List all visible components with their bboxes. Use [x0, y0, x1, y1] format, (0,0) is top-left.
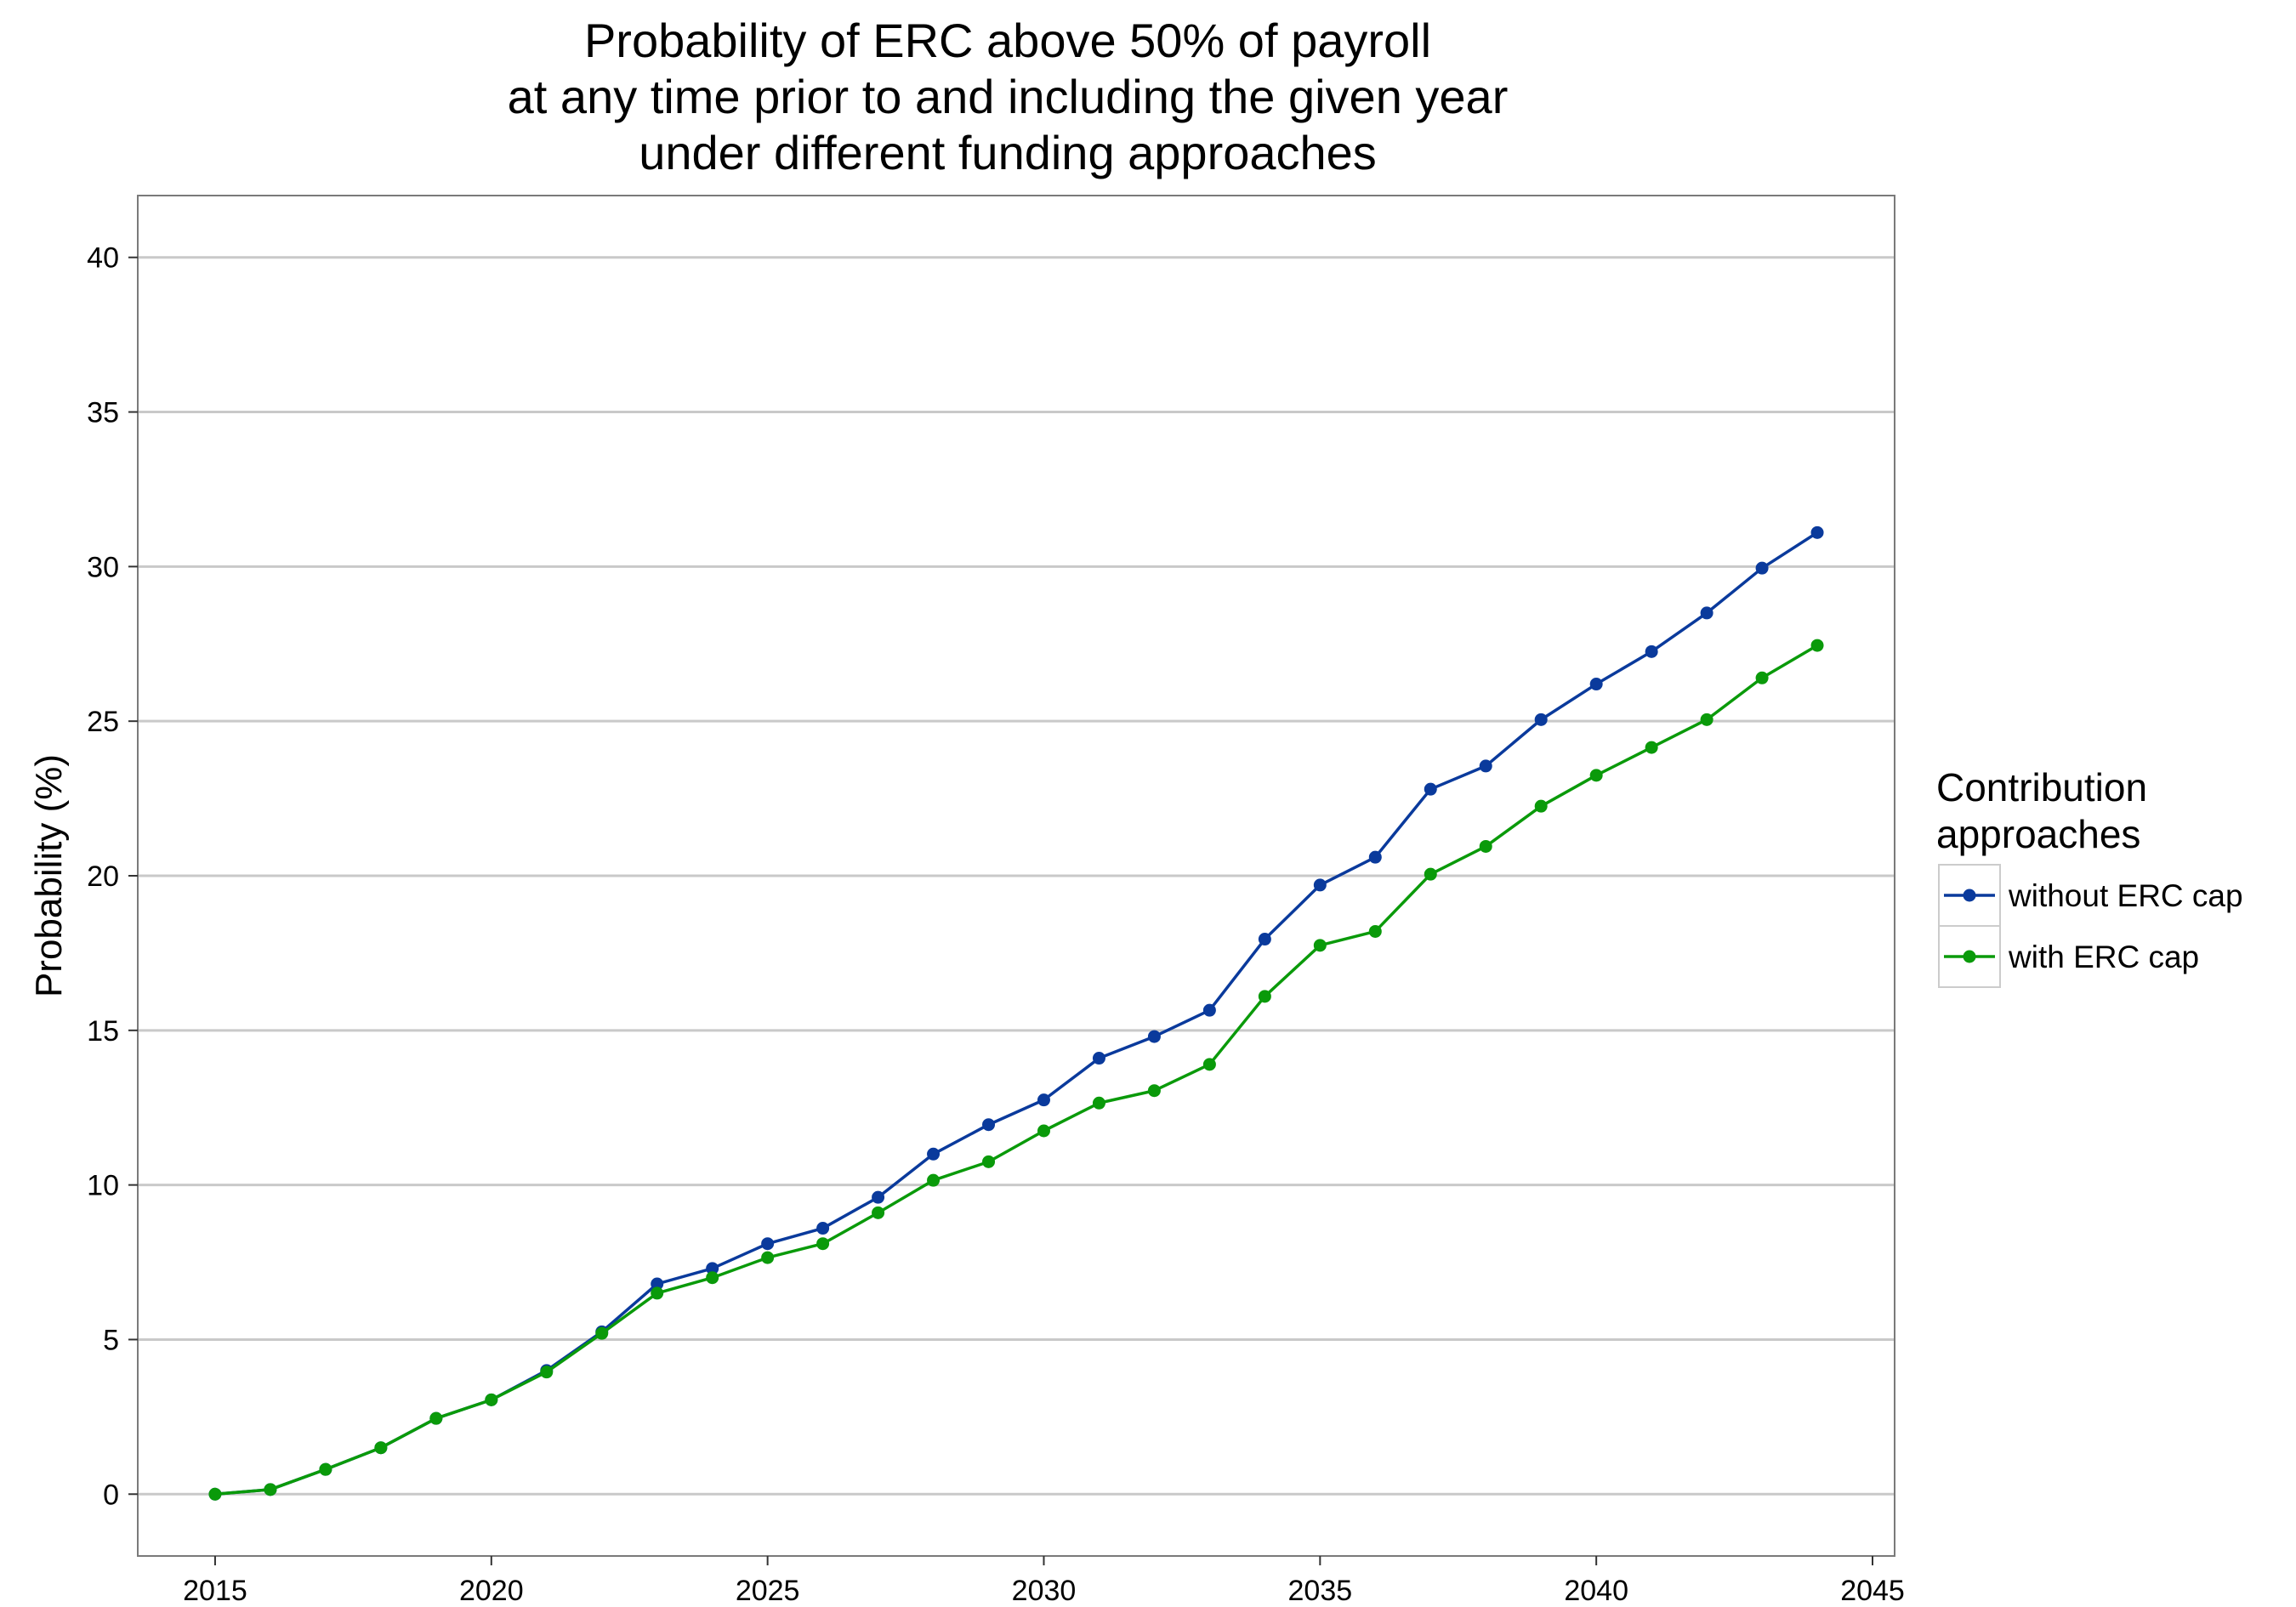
- data-point-without-erc-cap-2038: [1479, 759, 1492, 773]
- x-axis: 2015 2020 2025 2030 2035 2040 2045: [183, 1556, 1905, 1607]
- y-axis: 0 5 10 15 20 25 30 35 40: [87, 242, 138, 1511]
- data-point-with-erc-cap-2026: [816, 1237, 830, 1251]
- data-point-without-erc-cap-2043: [1755, 561, 1769, 575]
- legend-key-marker-without-erc-cap: [1963, 889, 1976, 902]
- x-tick-label-2025: 2025: [736, 1575, 800, 1607]
- data-point-without-erc-cap-2039: [1534, 713, 1548, 726]
- data-point-with-erc-cap-2017: [319, 1462, 332, 1476]
- data-point-with-erc-cap-2020: [485, 1393, 498, 1406]
- data-point-without-erc-cap-2033: [1202, 1003, 1216, 1017]
- data-point-without-erc-cap-2032: [1147, 1030, 1161, 1043]
- data-point-with-erc-cap-2044: [1810, 639, 1824, 652]
- data-point-with-erc-cap-2033: [1202, 1058, 1216, 1071]
- data-point-with-erc-cap-2034: [1258, 990, 1271, 1003]
- x-tick-label-2030: 2030: [1012, 1575, 1077, 1607]
- series-layer: [208, 525, 1824, 1501]
- chart-title-line-2: at any time prior to and including the g…: [508, 70, 1509, 123]
- data-point-without-erc-cap-2037: [1424, 782, 1437, 796]
- data-point-with-erc-cap-2042: [1700, 713, 1713, 726]
- data-point-without-erc-cap-2028: [927, 1147, 941, 1161]
- x-tick-label-2040: 2040: [1564, 1575, 1628, 1607]
- data-point-with-erc-cap-2040: [1589, 769, 1603, 782]
- legend-title-line-2: approaches: [1936, 812, 2140, 856]
- data-point-with-erc-cap-2035: [1313, 939, 1327, 952]
- chart-title: Probability of ERC above 50% of payroll …: [508, 14, 1509, 179]
- x-tick-label-2045: 2045: [1840, 1575, 1905, 1607]
- x-tick-label-2015: 2015: [183, 1575, 247, 1607]
- legend-label-with-erc-cap: with ERC cap: [2008, 940, 2199, 974]
- data-point-with-erc-cap-2019: [429, 1411, 443, 1425]
- legend-label-without-erc-cap: without ERC cap: [2008, 878, 2243, 913]
- data-point-with-erc-cap-2030: [1037, 1124, 1050, 1138]
- data-point-with-erc-cap-2021: [540, 1366, 554, 1379]
- y-tick-label-35: 35: [87, 397, 119, 429]
- data-point-with-erc-cap-2039: [1534, 799, 1548, 813]
- data-point-without-erc-cap-2024: [706, 1262, 719, 1275]
- data-point-with-erc-cap-2025: [761, 1251, 775, 1264]
- data-point-without-erc-cap-2040: [1589, 678, 1603, 691]
- chart-title-line-3: under different funding approaches: [639, 126, 1377, 179]
- data-point-with-erc-cap-2031: [1092, 1096, 1105, 1110]
- legend-key-marker-with-erc-cap: [1963, 950, 1976, 963]
- data-point-without-erc-cap-2027: [872, 1190, 885, 1204]
- legend-items: without ERC cap with ERC cap: [1938, 864, 2243, 988]
- x-tick-label-2020: 2020: [459, 1575, 524, 1607]
- data-point-without-erc-cap-2031: [1092, 1052, 1105, 1065]
- data-point-without-erc-cap-2041: [1645, 645, 1658, 658]
- y-tick-label-10: 10: [87, 1170, 119, 1202]
- grid-lines: [138, 256, 1895, 1496]
- data-point-without-erc-cap-2034: [1258, 933, 1271, 946]
- data-point-with-erc-cap-2022: [595, 1326, 609, 1340]
- data-point-without-erc-cap-2030: [1037, 1093, 1050, 1107]
- data-point-without-erc-cap-2036: [1368, 850, 1382, 864]
- data-point-with-erc-cap-2036: [1368, 924, 1382, 938]
- data-point-with-erc-cap-2028: [927, 1173, 941, 1187]
- data-point-with-erc-cap-2032: [1147, 1084, 1161, 1098]
- data-point-with-erc-cap-2016: [264, 1483, 277, 1496]
- y-axis-title: Probability (%): [28, 754, 70, 997]
- series-line-with-erc-cap: [214, 644, 1818, 1496]
- data-point-with-erc-cap-2038: [1479, 839, 1492, 853]
- legend-title-line-1: Contribution: [1936, 765, 2147, 809]
- data-point-without-erc-cap-2025: [761, 1237, 775, 1251]
- data-point-without-erc-cap-2035: [1313, 878, 1327, 892]
- y-tick-label-40: 40: [87, 242, 119, 275]
- data-point-with-erc-cap-2037: [1424, 867, 1437, 881]
- y-tick-label-25: 25: [87, 706, 119, 738]
- data-point-with-erc-cap-2015: [208, 1487, 222, 1501]
- x-tick-label-2035: 2035: [1288, 1575, 1353, 1607]
- data-point-with-erc-cap-2029: [982, 1155, 996, 1168]
- y-tick-label-30: 30: [87, 551, 119, 583]
- legend: Contribution approaches without ERC capw…: [1936, 765, 2243, 988]
- data-point-with-erc-cap-2041: [1645, 741, 1658, 754]
- y-tick-label-5: 5: [103, 1324, 119, 1356]
- data-point-with-erc-cap-2018: [374, 1441, 388, 1455]
- data-point-with-erc-cap-2027: [872, 1206, 885, 1219]
- chart-title-line-1: Probability of ERC above 50% of payroll: [584, 14, 1431, 67]
- data-point-without-erc-cap-2023: [651, 1277, 664, 1291]
- data-point-without-erc-cap-2029: [982, 1118, 996, 1132]
- data-point-with-erc-cap-2043: [1755, 671, 1769, 684]
- data-point-without-erc-cap-2042: [1700, 606, 1713, 620]
- data-point-with-erc-cap-2023: [651, 1286, 664, 1300]
- y-tick-label-0: 0: [103, 1479, 119, 1511]
- y-tick-label-15: 15: [87, 1015, 119, 1048]
- y-tick-label-20: 20: [87, 860, 119, 893]
- data-point-without-erc-cap-2044: [1810, 525, 1824, 539]
- data-point-without-erc-cap-2026: [816, 1222, 830, 1235]
- data-point-with-erc-cap-2024: [706, 1271, 719, 1285]
